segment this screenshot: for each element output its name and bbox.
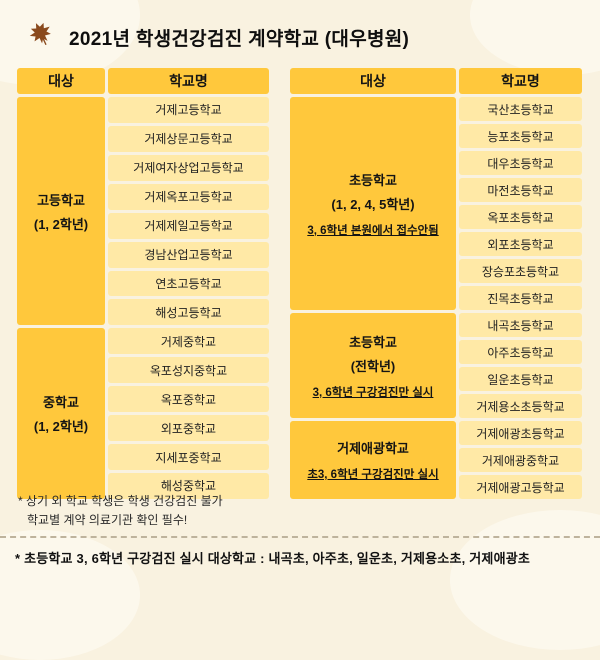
- category-note: 초3, 6학년 구강검진만 실시: [307, 469, 439, 481]
- category-label: 중학교: [43, 395, 79, 411]
- contract-table-right: 대상 학교명 초등학교 (1, 2, 4, 5학년) 3, 6학년 본원에서 접…: [287, 65, 585, 502]
- school-cell: 외포중학교: [108, 415, 269, 442]
- school-cell: 지세포중학교: [108, 444, 269, 470]
- school-cell: 대우초등학교: [459, 151, 582, 175]
- category-grades: (1, 2학년): [33, 419, 89, 435]
- table-row: 초등학교 (전학년) 3, 6학년 구강검진만 실시 내곡초등학교: [290, 313, 582, 418]
- table-row: 외포초등학교: [290, 232, 582, 256]
- table-row: 거제여자상업고등학교: [17, 154, 269, 181]
- category-label: 고등학교: [37, 192, 85, 208]
- table-row: 아주초등학교: [290, 340, 582, 364]
- school-cell: 거제중학교: [108, 328, 269, 355]
- column-header-target: 대상: [290, 68, 456, 94]
- left-footnote-line1: * 상기 외 학교 학생은 학생 건강검진 불가: [18, 494, 223, 508]
- dashed-divider: [0, 536, 600, 538]
- school-cell: 연초고등학교: [108, 270, 269, 297]
- table-row: 거제상문고등학교: [17, 125, 269, 152]
- school-cell: 옥포중학교: [108, 386, 269, 413]
- category-label: 거제애광학교: [337, 441, 409, 456]
- table-row: 지세포중학교: [17, 444, 269, 470]
- table-row: 옥포성지중학교: [17, 357, 269, 384]
- table-row: 외포중학교: [17, 415, 269, 442]
- table-row: 마전초등학교: [290, 178, 582, 202]
- table-row: 장승포초등학교: [290, 259, 582, 283]
- school-cell: 능포초등학교: [459, 124, 582, 148]
- category-note: 3, 6학년 구강검진만 실시: [312, 386, 434, 399]
- school-cell: 옥포초등학교: [459, 205, 582, 229]
- table-row: 경남산업고등학교: [17, 241, 269, 268]
- category-cell-aegwang: 거제애광학교 초3, 6학년 구강검진만 실시: [290, 421, 456, 499]
- table-row: 옥포중학교: [17, 386, 269, 413]
- category-label: 초등학교: [349, 334, 397, 350]
- school-cell: 진목초등학교: [459, 286, 582, 310]
- school-cell: 거제애광초등학교: [459, 421, 582, 445]
- column-header-school: 학교명: [108, 68, 269, 94]
- left-footnote: * 상기 외 학교 학생은 학생 건강검진 불가 학교별 계약 의료기관 확인 …: [18, 492, 223, 529]
- table-row: 거제용소초등학교: [290, 394, 582, 418]
- school-cell: 일운초등학교: [459, 367, 582, 391]
- category-cell-high-school: 고등학교 (1, 2학년): [17, 97, 105, 326]
- category-grades: (전학년): [350, 358, 396, 374]
- school-cell: 거제제일고등학교: [108, 212, 269, 239]
- category-note: 3, 6학년 본원에서 접수안됨: [307, 224, 439, 237]
- school-cell: 거제고등학교: [108, 97, 269, 123]
- table-row: 초등학교 (1, 2, 4, 5학년) 3, 6학년 본원에서 접수안됨 국산초…: [290, 97, 582, 310]
- school-cell: 거제상문고등학교: [108, 125, 269, 152]
- school-cell: 거제애광중학교: [459, 448, 582, 472]
- school-cell: 거제옥포고등학교: [108, 183, 269, 210]
- header-row: 대상 학교명: [290, 68, 582, 94]
- school-cell: 거제용소초등학교: [459, 394, 582, 418]
- tables-area: 대상 학교명 고등학교 (1, 2학년) 거제고등학교 거제상문고등학교 거제여…: [0, 65, 600, 502]
- school-cell: 국산초등학교: [459, 97, 582, 121]
- school-cell: 해성고등학교: [108, 299, 269, 326]
- school-cell: 아주초등학교: [459, 340, 582, 364]
- table-row: 해성고등학교: [17, 299, 269, 326]
- school-cell: 내곡초등학교: [459, 313, 582, 337]
- category-cell-elementary-all: 초등학교 (전학년) 3, 6학년 구강검진만 실시: [290, 313, 456, 418]
- school-cell: 외포초등학교: [459, 232, 582, 256]
- left-footnote-line2: 학교별 계약 의료기관 확인 필수!: [27, 512, 188, 527]
- table-row: 진목초등학교: [290, 286, 582, 310]
- table-row: 거제제일고등학교: [17, 212, 269, 239]
- school-cell: 장승포초등학교: [459, 259, 582, 283]
- school-cell: 해성중학교: [108, 472, 269, 499]
- school-cell: 마전초등학교: [459, 178, 582, 202]
- table-row: 옥포초등학교: [290, 205, 582, 229]
- category-grades: (1, 2, 4, 5학년): [331, 196, 415, 212]
- category-grades: (1, 2학년): [33, 216, 89, 232]
- bottom-footnote: * 초등학교 3, 6학년 구강검진 실시 대상학교 : 내곡초, 아주초, 일…: [15, 551, 531, 566]
- page-title: 2021년 학생건강검진 계약학교 (대우병원): [69, 29, 410, 50]
- header-row: 대상 학교명: [17, 68, 269, 94]
- school-cell: 거제여자상업고등학교: [108, 154, 269, 181]
- table-row: 거제애광중학교: [290, 448, 582, 472]
- column-header-target: 대상: [17, 68, 105, 94]
- contract-table-left: 대상 학교명 고등학교 (1, 2학년) 거제고등학교 거제상문고등학교 거제여…: [14, 65, 272, 502]
- page-header: 2021년 학생건강검진 계약학교 (대우병원): [0, 0, 600, 65]
- column-header-school: 학교명: [459, 68, 582, 94]
- category-cell-middle-school: 중학교 (1, 2학년): [17, 328, 105, 499]
- category-label: 초등학교: [349, 172, 397, 188]
- maple-leaf-icon: [26, 20, 56, 55]
- table-row: 중학교 (1, 2학년) 거제중학교: [17, 328, 269, 499]
- table-row: 거제애광고등학교: [290, 475, 582, 499]
- table-row: 연초고등학교: [17, 270, 269, 297]
- category-cell-elementary-1245: 초등학교 (1, 2, 4, 5학년) 3, 6학년 본원에서 접수안됨: [290, 97, 456, 310]
- table-row: 거제옥포고등학교: [17, 183, 269, 210]
- school-cell: 옥포성지중학교: [108, 357, 269, 384]
- table-row: 해성중학교: [17, 472, 269, 499]
- school-cell: 경남산업고등학교: [108, 241, 269, 268]
- table-row: 일운초등학교: [290, 367, 582, 391]
- table-row: 능포초등학교: [290, 124, 582, 148]
- table-row: 고등학교 (1, 2학년) 거제고등학교: [17, 97, 269, 326]
- school-cell: 거제애광고등학교: [459, 475, 582, 499]
- table-row: 거제애광학교 초3, 6학년 구강검진만 실시 거제애광초등학교: [290, 421, 582, 499]
- background-blob: [450, 510, 600, 650]
- table-row: 대우초등학교: [290, 151, 582, 175]
